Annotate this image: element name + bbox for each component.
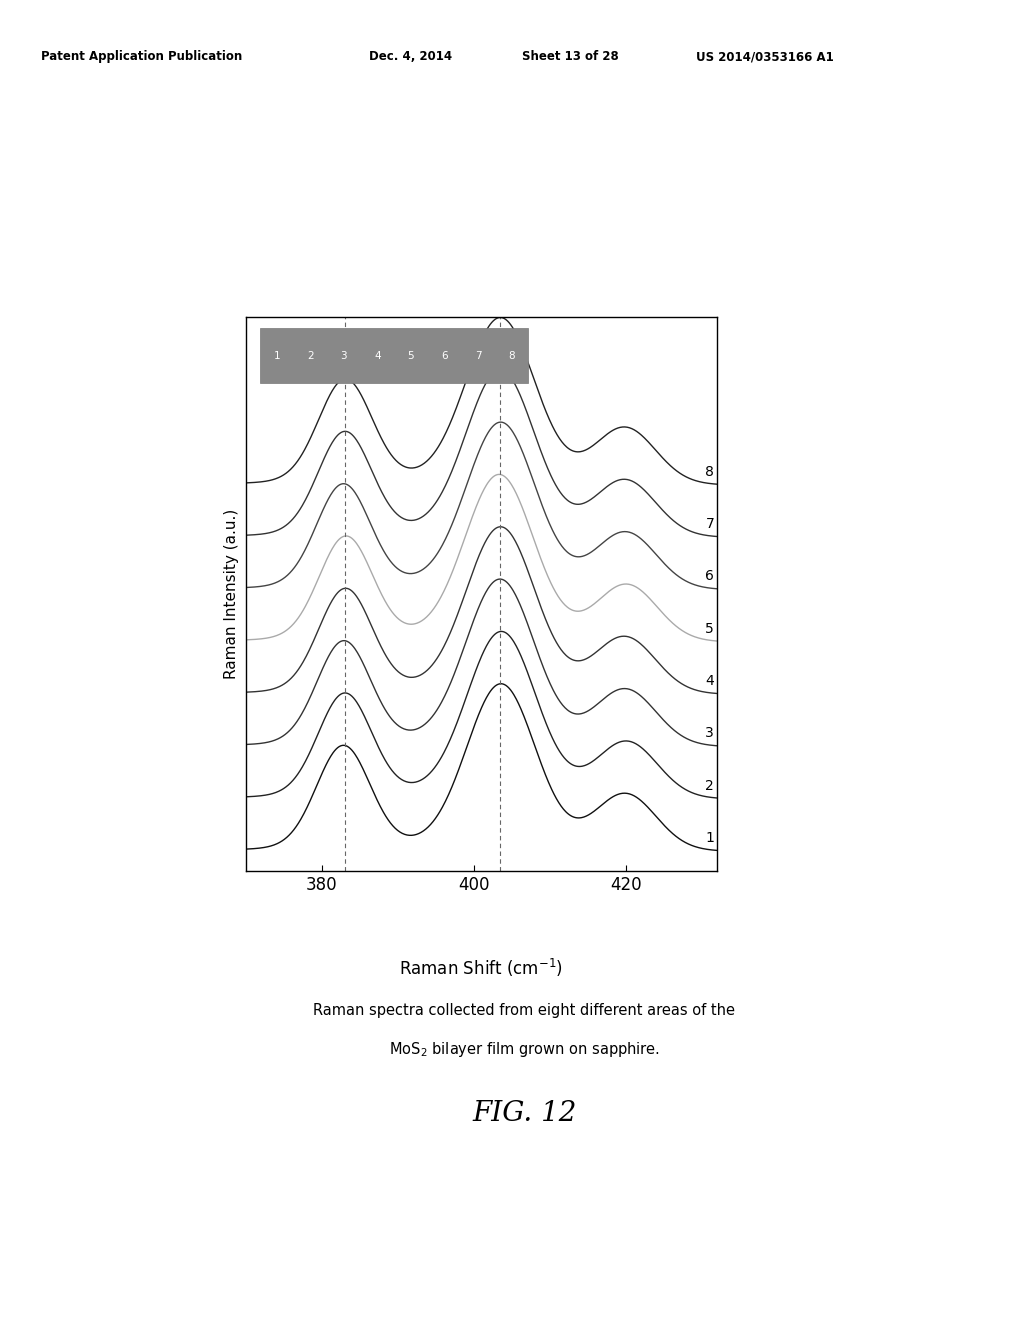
Text: 1: 1 [273,351,280,360]
Bar [260,327,528,383]
Text: 5: 5 [706,622,714,636]
Text: Dec. 4, 2014: Dec. 4, 2014 [369,50,452,63]
Text: Raman spectra collected from eight different areas of the: Raman spectra collected from eight diffe… [313,1003,735,1018]
Text: 8: 8 [706,465,715,479]
Text: 1: 1 [706,832,715,845]
Text: 5: 5 [408,351,415,360]
Text: 2: 2 [706,779,714,793]
Text: 3: 3 [706,726,714,741]
Text: 3: 3 [341,351,347,360]
Text: Patent Application Publication: Patent Application Publication [41,50,243,63]
Text: Raman Shift (cm$^{-1}$): Raman Shift (cm$^{-1}$) [399,957,563,979]
Text: 7: 7 [706,517,714,531]
Text: FIG. 12: FIG. 12 [472,1100,577,1126]
Text: 6: 6 [441,351,447,360]
Text: 6: 6 [706,569,715,583]
Text: US 2014/0353166 A1: US 2014/0353166 A1 [696,50,835,63]
Text: 4: 4 [706,675,714,688]
Text: Sheet 13 of 28: Sheet 13 of 28 [522,50,618,63]
Text: MoS$_2$ bilayer film grown on sapphire.: MoS$_2$ bilayer film grown on sapphire. [389,1040,659,1059]
Text: 8: 8 [508,351,515,360]
Text: 7: 7 [475,351,481,360]
Text: 4: 4 [374,351,381,360]
Text: 2: 2 [307,351,313,360]
Y-axis label: Raman Intensity (a.u.): Raman Intensity (a.u.) [224,510,239,678]
